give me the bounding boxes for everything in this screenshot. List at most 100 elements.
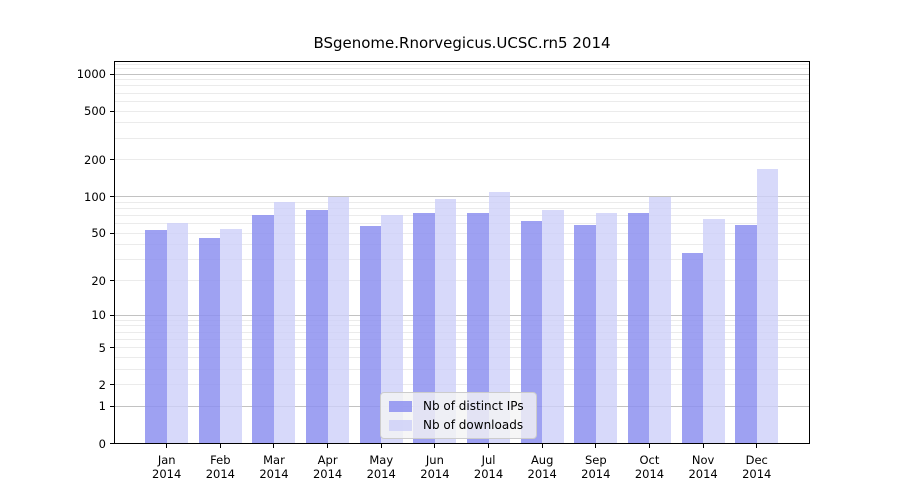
x-tick-label: Feb 2014 [188, 453, 252, 481]
x-tick-mark [219, 443, 221, 448]
y-tick-label: 200 [84, 152, 106, 167]
y-tick-label: 500 [84, 104, 106, 119]
x-tick-month: Feb [210, 452, 231, 467]
x-tick-year: 2014 [312, 466, 343, 481]
minor-gridline [114, 223, 810, 225]
x-tick-label: Sep 2014 [564, 453, 628, 481]
x-tick-month: Jun [425, 452, 444, 467]
x-tick-year: 2014 [420, 466, 450, 481]
bar-downloads-mar [273, 202, 296, 444]
minor-gridline [114, 122, 810, 124]
plot-area: Nb of distinct IPs Nb of downloads [114, 61, 810, 444]
legend-item-downloads: Nb of downloads [389, 418, 524, 432]
minor-gridline [114, 356, 810, 358]
bar-downloads-aug [542, 209, 564, 444]
x-tick-month: Aug [530, 452, 554, 467]
y-tick-label: 2 [98, 377, 106, 392]
x-tick-year: 2014 [205, 466, 235, 481]
x-tick-year: 2014 [152, 466, 182, 481]
minor-gridline [114, 201, 810, 203]
x-tick-label: Nov 2014 [671, 453, 735, 481]
x-tick-mark [648, 443, 650, 448]
x-tick-label: Mar 2014 [242, 453, 306, 481]
x-tick-year: 2014 [527, 466, 557, 481]
y-tick-label: 20 [91, 273, 106, 288]
minor-gridline [114, 68, 810, 70]
bar-downloads-may [381, 214, 403, 444]
gridlines-layer [114, 61, 810, 444]
bar-distinct_ips-nov [681, 253, 704, 444]
y-tick-mark [110, 196, 114, 198]
minor-gridline [114, 280, 810, 282]
x-tick-label: Jul 2014 [457, 453, 521, 481]
x-tick-mark [273, 443, 275, 448]
x-tick-month: Oct [639, 452, 660, 467]
bar-distinct_ips-dec [735, 224, 757, 444]
x-tick-month: Dec [745, 452, 768, 467]
y-tick-label: 50 [91, 226, 106, 241]
x-tick-year: 2014 [581, 466, 611, 481]
x-tick-mark [166, 443, 168, 448]
x-tick-month: Mar [263, 452, 285, 467]
x-tick-month: Jul [481, 452, 496, 467]
x-tick-year: 2014 [366, 466, 396, 481]
x-tick-mark [434, 443, 436, 448]
x-tick-label: May 2014 [349, 453, 413, 481]
minor-gridline [114, 244, 810, 246]
bar-distinct_ips-aug [520, 221, 543, 444]
y-tick-mark [110, 232, 114, 234]
minor-gridline [114, 207, 810, 209]
minor-gridline [114, 92, 810, 94]
y-tick-label: 1000 [76, 67, 106, 82]
x-tick-label: Jun 2014 [403, 453, 467, 481]
bar-distinct_ips-jul [467, 213, 489, 444]
minor-gridline [114, 384, 810, 386]
bar-downloads-jul [488, 191, 511, 444]
bar-downloads-nov [703, 218, 725, 444]
x-tick-label: Aug 2014 [510, 453, 574, 481]
x-tick-month: Sep [584, 452, 607, 467]
bar-distinct_ips-mar [252, 214, 274, 444]
major-gridline [114, 73, 810, 75]
legend: Nb of distinct IPs Nb of downloads [380, 392, 537, 439]
x-tick-month: Jan [157, 452, 176, 467]
minor-gridline [114, 338, 810, 340]
minor-gridline [114, 347, 810, 349]
x-tick-mark [595, 443, 597, 448]
legend-swatch-distinct-ips-icon [389, 400, 412, 412]
minor-gridline [114, 232, 810, 234]
x-tick-label: Dec 2014 [725, 453, 789, 481]
y-tick-mark [110, 443, 114, 444]
minor-gridline [114, 159, 810, 161]
minor-gridline [114, 63, 810, 65]
legend-label-distinct-ips: Nb of distinct IPs [423, 399, 524, 413]
x-tick-year: 2014 [473, 466, 504, 481]
bar-distinct_ips-oct [627, 213, 650, 444]
minor-gridline [114, 259, 810, 261]
bar-distinct_ips-jun [413, 212, 435, 444]
bar-distinct_ips-sep [574, 224, 596, 444]
y-tick-mark [110, 384, 114, 386]
y-tick-label: 0 [98, 436, 106, 451]
y-tick-label: 100 [84, 189, 106, 204]
y-tick-label: 1 [98, 399, 106, 414]
bar-downloads-feb [220, 229, 242, 444]
x-tick-label: Jan 2014 [135, 453, 199, 481]
minor-gridline [114, 325, 810, 327]
minor-gridline [114, 368, 810, 370]
x-tick-mark [488, 443, 490, 448]
legend-label-downloads: Nb of downloads [423, 418, 524, 432]
bar-downloads-dec [756, 169, 779, 444]
x-tick-month: Nov [691, 452, 715, 467]
bar-downloads-apr [327, 196, 350, 444]
x-tick-mark [541, 443, 543, 448]
x-tick-mark [327, 443, 329, 448]
y-tick-mark [110, 110, 114, 112]
x-tick-year: 2014 [688, 466, 718, 481]
y-tick-mark [110, 314, 114, 316]
major-gridline [114, 314, 810, 316]
minor-gridline [114, 215, 810, 217]
minor-gridline [114, 85, 810, 87]
x-tick-month: Apr [317, 452, 338, 467]
